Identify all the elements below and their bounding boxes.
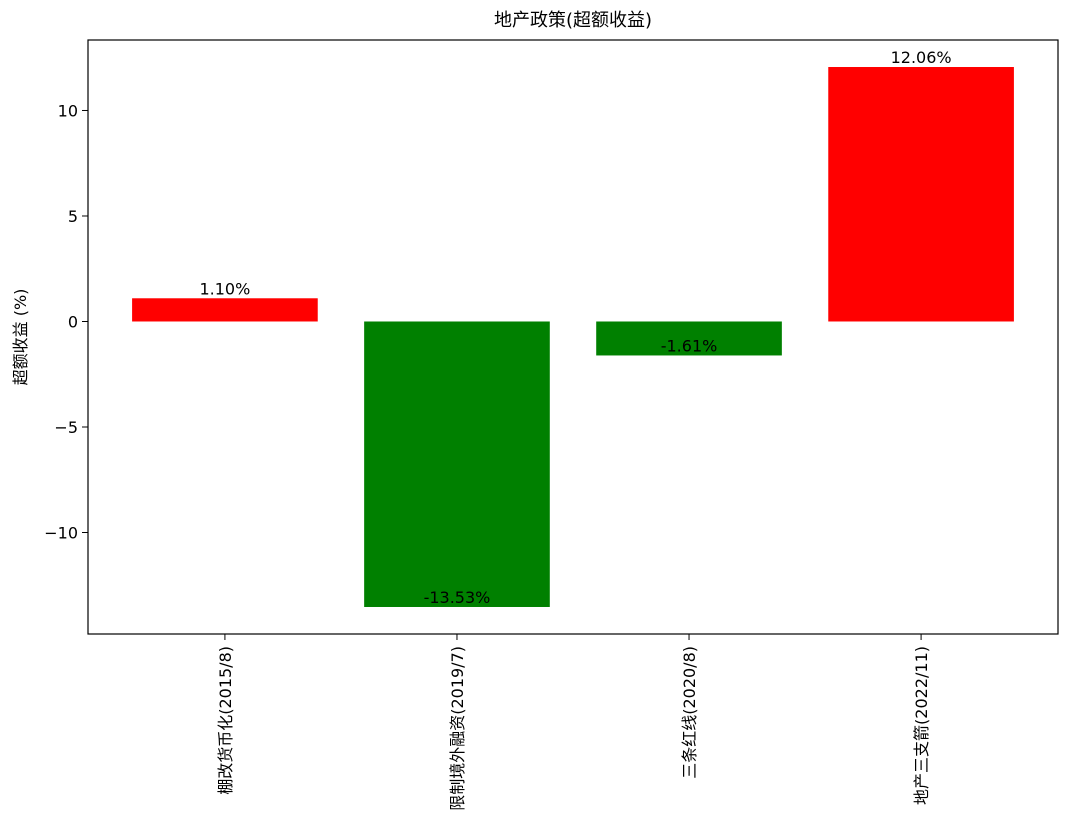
plot-frame (87, 39, 1059, 635)
y-tick-label: −10 (44, 524, 78, 543)
chart-title: 地产政策(超额收益) (494, 10, 652, 31)
value-label: -1.61% (661, 336, 718, 355)
x-tick-label: 棚改货币化(2015/8) (216, 646, 235, 795)
y-tick-label: 10 (58, 101, 78, 120)
x-tick-label: 限制境外融资(2019/7) (448, 646, 467, 811)
bar (364, 321, 550, 607)
value-label: 12.06% (891, 48, 952, 67)
bar (132, 298, 318, 322)
x-tick-label: 地产三支箭(2022/11) (912, 646, 931, 805)
y-axis-label: 超额收益 (%) (11, 289, 30, 386)
y-tick-label: 0 (68, 312, 78, 331)
x-tick-label: 三条红线(2020/8) (680, 646, 699, 779)
bar (596, 321, 782, 356)
value-label: 1.10% (199, 279, 250, 298)
y-tick-label: −5 (54, 418, 78, 437)
bar (828, 67, 1014, 322)
value-label: -13.53% (424, 588, 491, 607)
y-tick-label: 5 (68, 207, 78, 226)
